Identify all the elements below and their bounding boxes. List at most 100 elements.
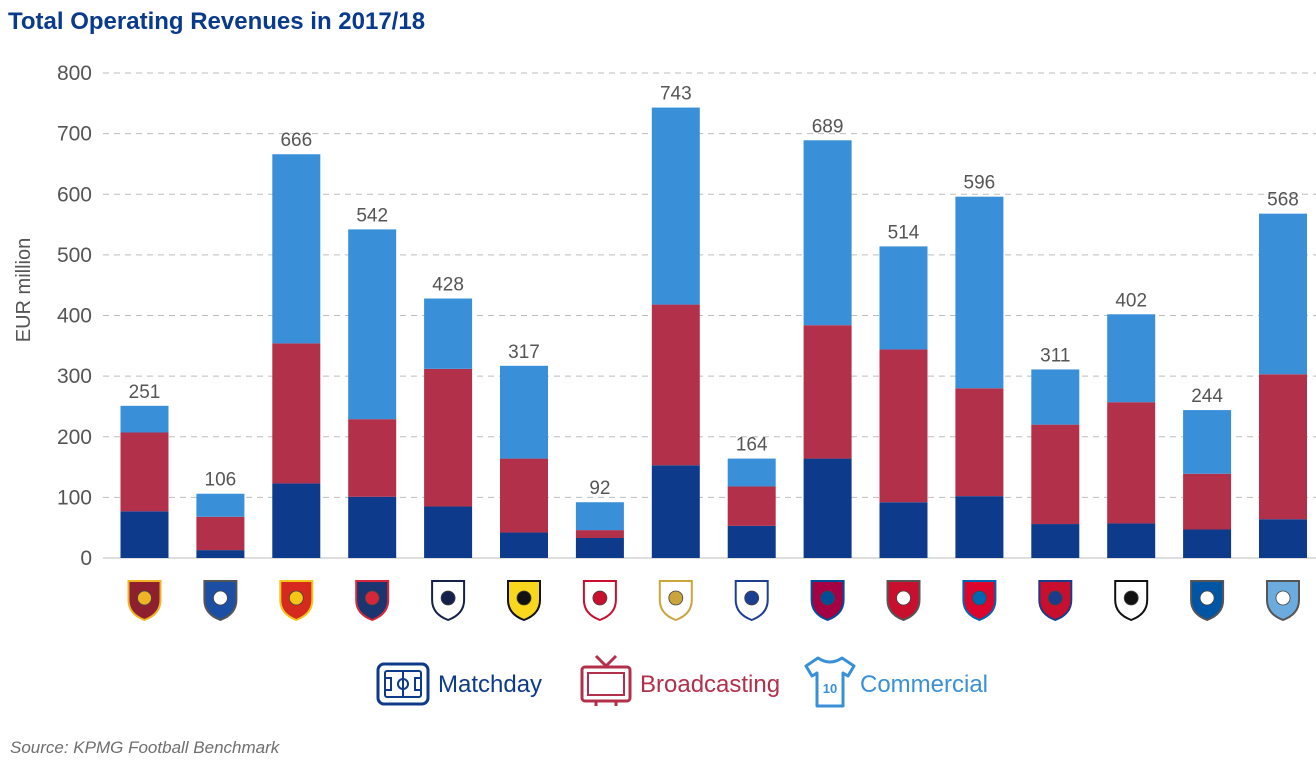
bar-matchday [1031, 524, 1080, 558]
chart-title: Total Operating Revenues in 2017/18 [8, 8, 426, 35]
total-label: 666 [280, 130, 312, 151]
juventus-crest-icon [1114, 580, 1149, 622]
man-city-crest-icon [1266, 580, 1300, 622]
legend-label-commercial: Commercial [860, 671, 988, 698]
total-label: 311 [1040, 345, 1070, 366]
total-label: 568 [1267, 190, 1299, 211]
bars [120, 107, 1307, 558]
bar-commercial [424, 298, 473, 369]
dortmund-crest-icon [507, 580, 541, 622]
bar-matchday [1259, 519, 1307, 558]
y-axis-label: EUR million [13, 238, 35, 342]
bar-commercial [272, 154, 321, 344]
y-tick-label: 200 [57, 426, 92, 449]
bar-broadcasting [500, 458, 548, 533]
total-label: 92 [589, 478, 610, 499]
bar-commercial [879, 246, 928, 350]
club-crests [127, 580, 1300, 622]
bar-commercial [500, 365, 548, 459]
bar-broadcasting [272, 343, 321, 484]
bar-matchday [575, 537, 624, 558]
bar-broadcasting [651, 304, 700, 466]
lyon-crest-icon [734, 580, 769, 622]
legend-label-matchday: Matchday [438, 671, 542, 698]
bayern-crest-icon [962, 580, 997, 622]
bar-commercial [1107, 314, 1156, 403]
bar-matchday [348, 496, 397, 558]
bar-matchday [727, 525, 776, 558]
y-tick-label: 400 [57, 305, 92, 328]
source-note: Source: KPMG Football Benchmark [10, 738, 280, 757]
bar-matchday [803, 458, 852, 558]
tottenham-crest-icon [431, 580, 466, 622]
bar-broadcasting [727, 486, 776, 526]
atletico-crest-icon [1038, 580, 1073, 622]
bar-matchday [651, 465, 700, 558]
porto-crest-icon [203, 580, 238, 622]
y-tick-label: 700 [57, 123, 92, 146]
total-label: 164 [736, 435, 768, 456]
bar-broadcasting [955, 388, 1004, 497]
bar-matchday [879, 502, 928, 558]
bar-broadcasting [424, 368, 473, 507]
liverpool-crest-icon [886, 580, 921, 622]
y-tick-label: 0 [80, 547, 92, 570]
y-tick-label: 600 [57, 183, 92, 206]
bar-commercial [955, 196, 1004, 389]
total-label: 428 [432, 275, 464, 296]
bar-matchday [955, 496, 1004, 558]
legend-label-broadcasting: Broadcasting [640, 671, 780, 698]
bar-commercial [120, 405, 169, 433]
legend-item-commercial: 10 Commercial [804, 656, 988, 708]
roma-crest-icon [127, 580, 162, 622]
y-tick-label: 300 [57, 365, 92, 388]
bar-broadcasting [803, 325, 852, 459]
psg-crest-icon [355, 580, 390, 622]
man-united-crest-icon [279, 580, 314, 622]
bar-broadcasting [879, 349, 928, 503]
revenue-chart: 0 100 200 300 400 500 600 700 800 EUR million 25… [13, 62, 1316, 708]
jersey-icon: 10 [804, 656, 856, 708]
y-tick-label: 500 [57, 244, 92, 267]
bar-matchday [272, 483, 321, 558]
bar-commercial [1259, 213, 1307, 375]
svg-text:10: 10 [823, 681, 837, 696]
y-tick-label: 800 [57, 62, 92, 85]
bar-broadcasting [1031, 424, 1080, 525]
bar-broadcasting [196, 516, 245, 551]
bar-commercial [348, 229, 397, 420]
total-label: 689 [812, 116, 844, 137]
bar-matchday [1183, 529, 1232, 558]
bar-broadcasting [1183, 473, 1232, 530]
bar-broadcasting [120, 432, 169, 512]
bar-commercial [1031, 369, 1080, 425]
bar-commercial [196, 493, 245, 517]
bar-matchday [196, 550, 245, 558]
bar-matchday [424, 506, 473, 558]
bar-commercial [727, 458, 776, 487]
total-label: 251 [129, 382, 161, 403]
ajax-crest-icon [582, 580, 617, 622]
bar-commercial [803, 140, 852, 326]
bar-broadcasting [575, 530, 624, 538]
total-label: 106 [205, 470, 237, 491]
legend-item-matchday: Matchday [376, 662, 542, 706]
bar-matchday [1107, 523, 1156, 558]
total-label: 743 [660, 84, 692, 105]
y-axis-ticks: 0 100 200 300 400 500 600 700 800 [57, 62, 92, 570]
bar-broadcasting [1107, 402, 1156, 524]
television-icon [580, 654, 632, 706]
stadium-icon [376, 662, 430, 706]
bar-matchday [500, 532, 548, 558]
legend: Matchday Broadcasting 10 Commercial [376, 654, 988, 708]
total-label: 596 [964, 173, 996, 194]
legend-item-broadcasting: Broadcasting [580, 654, 780, 706]
barcelona-crest-icon [810, 580, 845, 622]
bar-commercial [651, 107, 700, 305]
bar-broadcasting [1259, 374, 1307, 520]
total-label: 317 [508, 342, 540, 363]
total-label: 514 [888, 222, 920, 243]
y-tick-label: 100 [57, 486, 92, 509]
bar-commercial [575, 502, 624, 531]
total-labels: 251 106 666 542 428 317 92 743 164 689 514 596 311 40… [129, 84, 1299, 500]
